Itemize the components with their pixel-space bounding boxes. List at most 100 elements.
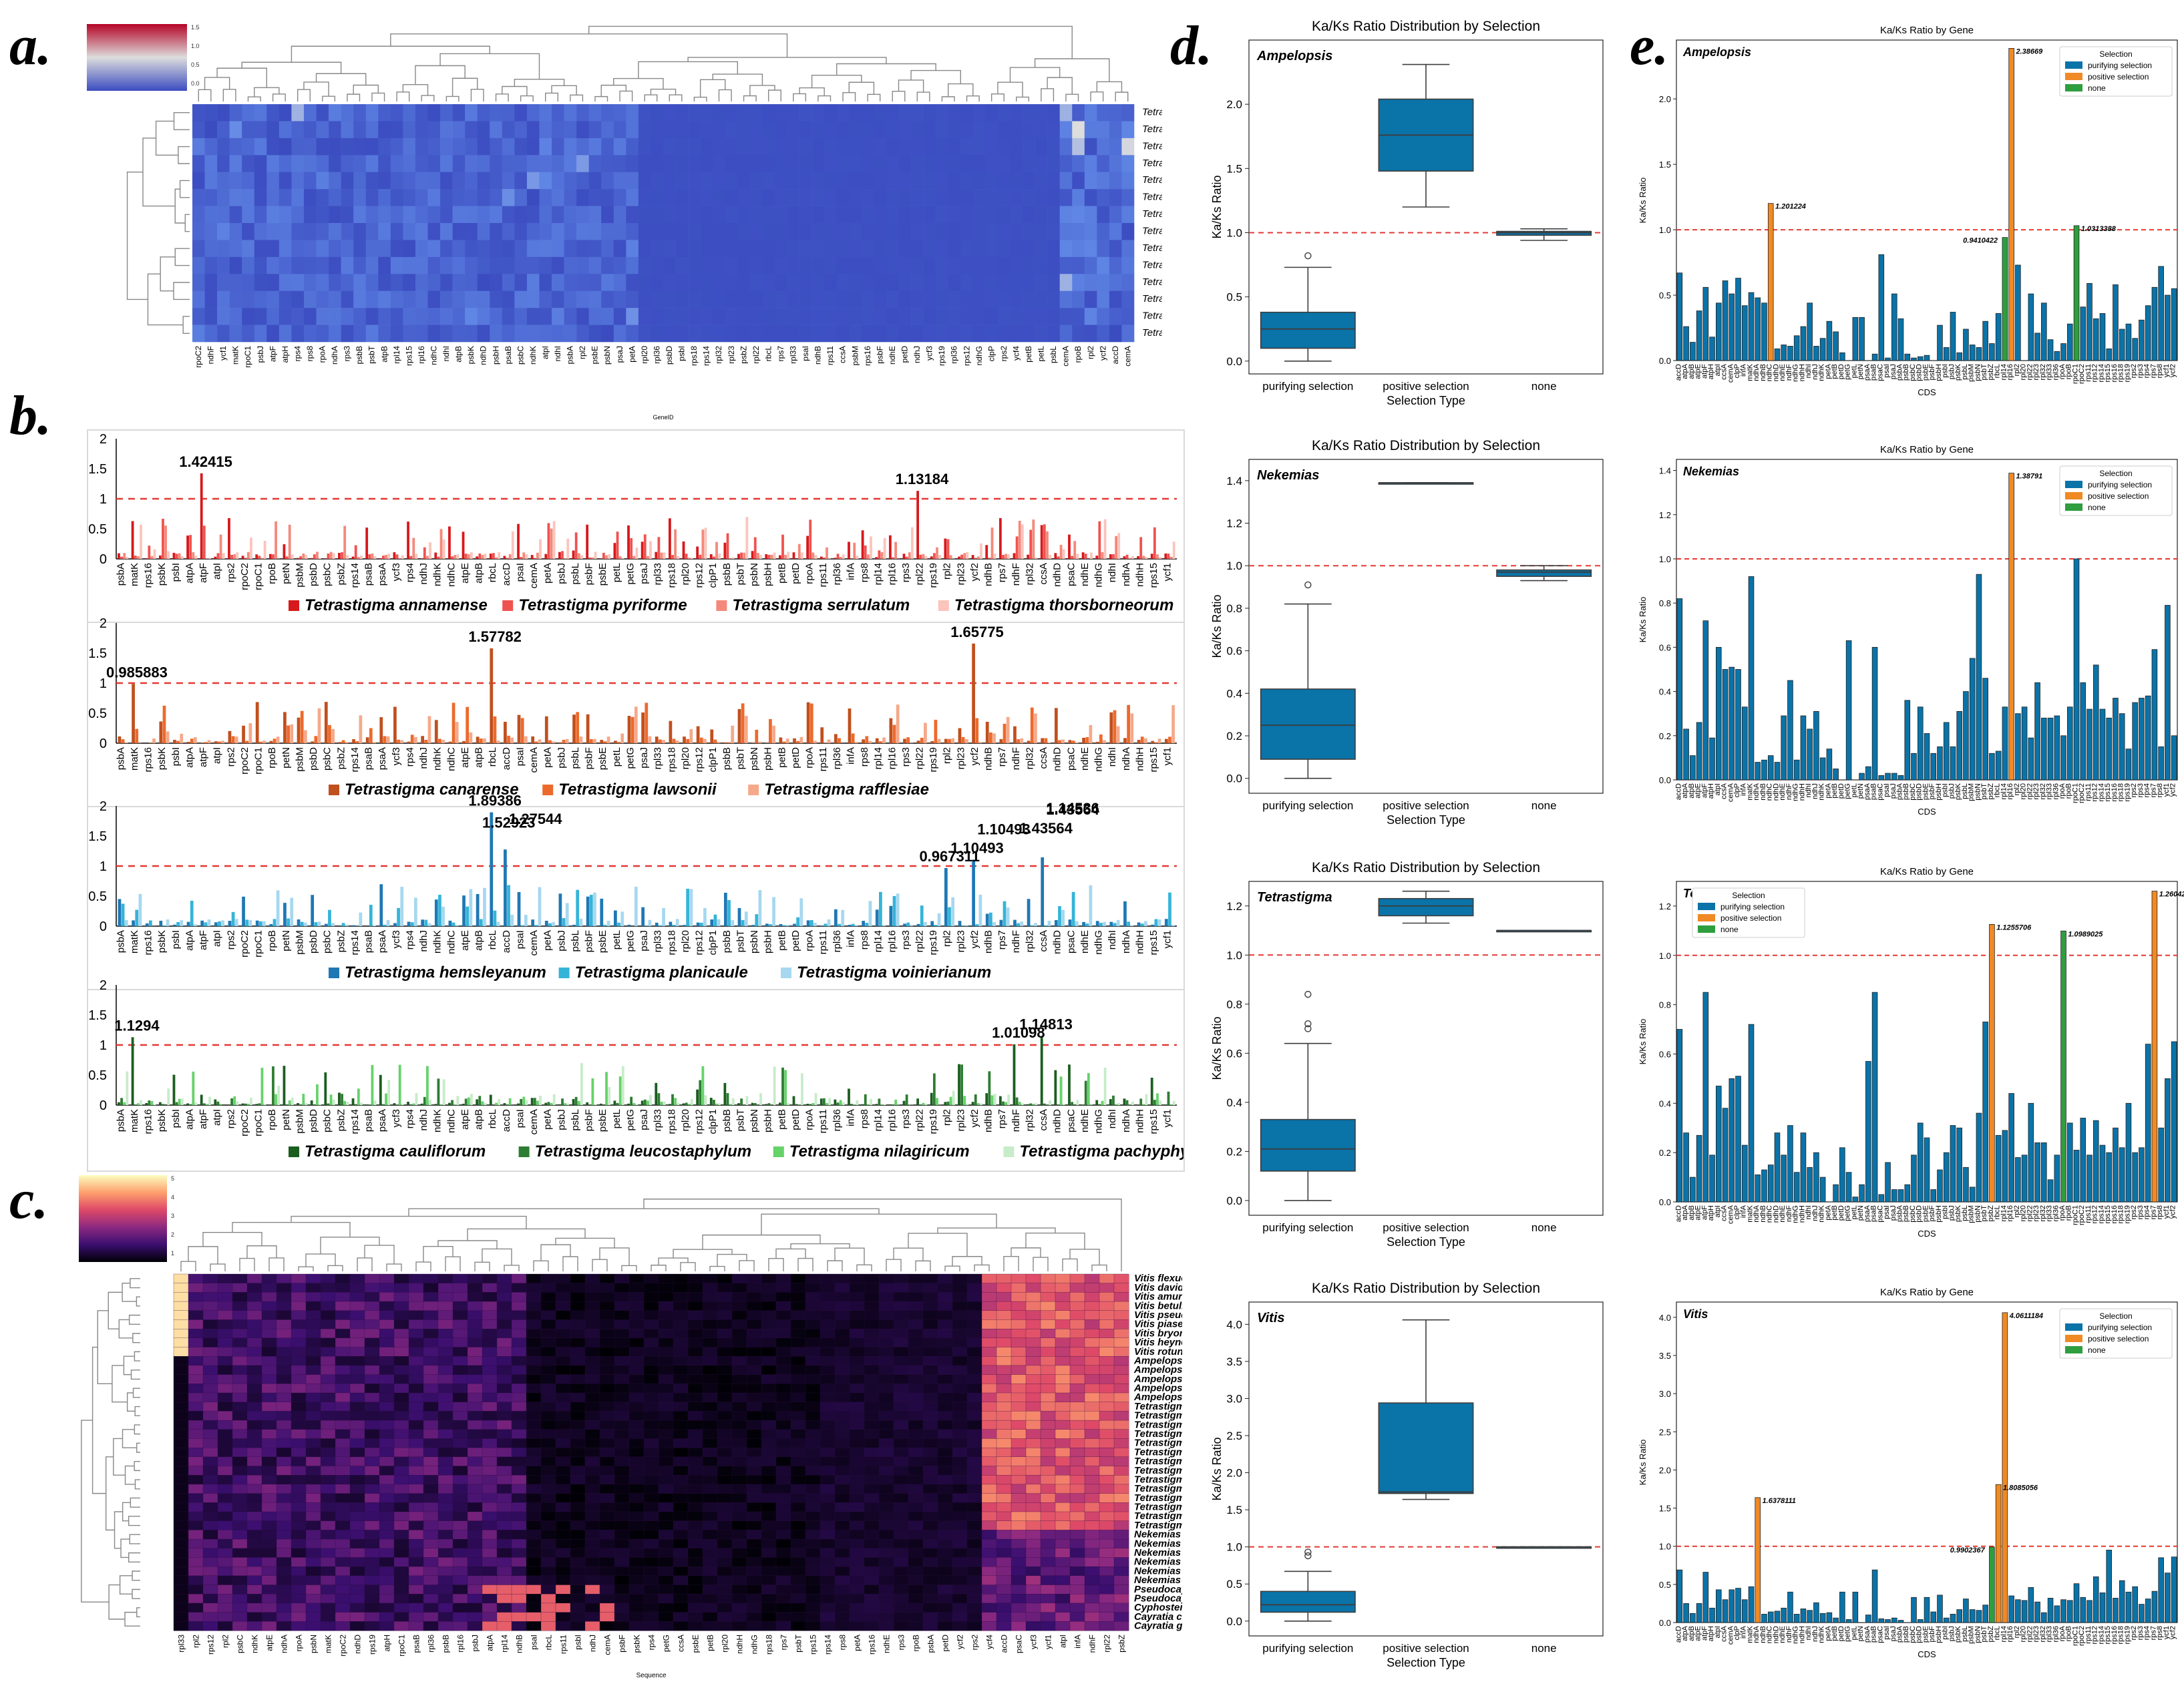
heatmap-c-cell [335, 1356, 350, 1365]
heatmap-c-cell [174, 1338, 188, 1347]
heatmap-c-cell [835, 1311, 850, 1320]
b-gene-label: psbC [322, 930, 333, 954]
heatmap-c-cell [820, 1484, 835, 1494]
heatmap-a-cell [1023, 223, 1035, 240]
heatmap-c-cell [1085, 1319, 1099, 1329]
heatmap-c-cell [659, 1283, 673, 1293]
heatmap-a-cell [254, 223, 267, 240]
b-gene-label: ndhJ [418, 1109, 429, 1131]
b-gene-label: rps8 [859, 1109, 870, 1128]
heatmap-c-cell [526, 1319, 541, 1329]
heatmap-c-cell [1011, 1530, 1026, 1539]
dendrogram-c-top [475, 1262, 490, 1271]
heatmap-a-cell [527, 155, 540, 172]
heatmap-c-cell [335, 1430, 350, 1439]
b-bar [476, 736, 480, 743]
heatmap-c-cell [688, 1430, 703, 1439]
heatmap-a-cell [651, 223, 663, 240]
dendrogram-c-left [134, 1462, 140, 1471]
heatmap-a-cell [453, 223, 466, 240]
b-gene-label: petA [542, 1109, 554, 1130]
b-bar [443, 1079, 445, 1105]
heatmap-c-cell [761, 1475, 776, 1484]
heatmap-a-cell [936, 223, 948, 240]
heatmap-a-cell [465, 325, 478, 343]
b-bar [732, 1098, 735, 1105]
heatmap-a-species-label: Tetrastigma thorsborneorum [1142, 293, 1162, 304]
b-bar [429, 542, 431, 559]
heatmap-a-cell [899, 206, 912, 224]
b-bar [379, 558, 382, 559]
heatmap-c-cell [1085, 1521, 1099, 1530]
heatmap-c-cell [277, 1448, 291, 1457]
heatmap-c-cell [203, 1292, 218, 1301]
b-gene-label: psbF [584, 563, 595, 585]
heatmap-c-cell [365, 1311, 379, 1320]
heatmap-a-cell [874, 308, 886, 325]
heatmap-a-cell [1121, 291, 1134, 308]
heatmap-c-cell [644, 1311, 659, 1320]
dendrogram-a-top [837, 63, 936, 75]
b-bar [495, 1103, 498, 1105]
heatmap-c-cell [291, 1539, 306, 1548]
heatmap-a-cell [1109, 189, 1122, 206]
heatmap-c-cell [894, 1566, 908, 1576]
b-bar [228, 731, 232, 743]
heatmap-a-cell [626, 325, 639, 343]
b-bar [759, 890, 762, 926]
b-bar [759, 555, 762, 559]
b-bar [718, 554, 721, 559]
heatmap-c-cell [188, 1274, 203, 1283]
heatmap-c-cell [335, 1530, 350, 1539]
heatmap-a-cell [874, 291, 886, 308]
heatmap-c-cell [541, 1329, 556, 1338]
dendrogram-a-top [589, 26, 1073, 59]
heatmap-c-cell [1070, 1356, 1085, 1365]
b-bar [236, 552, 238, 559]
heatmap-c-cell [850, 1420, 864, 1430]
heatmap-c-cell [365, 1338, 379, 1347]
b-bar [1137, 740, 1141, 743]
heatmap-a-cell [230, 172, 242, 190]
heatmap-c-cell [879, 1402, 894, 1412]
heatmap-c-cell [1114, 1502, 1129, 1512]
heatmap-a-species-label: Tetrastigma leucostaphylum [1142, 158, 1162, 169]
b-bar [622, 1066, 624, 1105]
b-gene-label: rps8 [859, 563, 870, 582]
heatmap-a-cell [329, 172, 341, 190]
b-bar [453, 555, 456, 559]
heatmap-a-cell [911, 325, 924, 343]
heatmap-c-cell [864, 1530, 879, 1539]
dendrogram-c-left [130, 1534, 140, 1544]
heatmap-a-gene-label: rps7 [776, 346, 785, 362]
heatmap-c-cell [423, 1466, 438, 1476]
heatmap-c-cell [174, 1438, 188, 1448]
heatmap-a-cell [1010, 121, 1023, 138]
heatmap-c-cell [791, 1411, 805, 1420]
dendrogram-c-left [129, 1553, 140, 1562]
heatmap-c-cell [1085, 1557, 1099, 1566]
heatmap-c-cell [482, 1521, 497, 1530]
dendrogram-c-top [739, 1261, 754, 1271]
heatmap-c-cell [805, 1484, 820, 1494]
b-bar [518, 892, 521, 926]
b-bar [723, 1083, 726, 1105]
heatmap-c-cell [321, 1356, 335, 1365]
b-bar [809, 519, 811, 559]
heatmap-c-cell [365, 1420, 379, 1430]
heatmap-c-cell [717, 1438, 732, 1448]
heatmap-c-cell [614, 1512, 629, 1521]
heatmap-a-cell [1097, 121, 1109, 138]
heatmap-a-gene-label: rpl36 [652, 346, 661, 364]
heatmap-c-cell [644, 1301, 659, 1311]
b-gene-label: rpl14 [873, 1109, 884, 1131]
b-bar [1171, 925, 1175, 926]
heatmap-a-cell [1047, 172, 1060, 190]
b-bar [870, 1099, 872, 1105]
dendrogram-c-left [137, 1608, 140, 1617]
heatmap-c-cell [1099, 1494, 1114, 1503]
heatmap-c-cell [894, 1530, 908, 1539]
heatmap-c-cell [967, 1347, 982, 1357]
heatmap-a-cell [1010, 104, 1023, 122]
heatmap-c-cell [776, 1539, 791, 1548]
